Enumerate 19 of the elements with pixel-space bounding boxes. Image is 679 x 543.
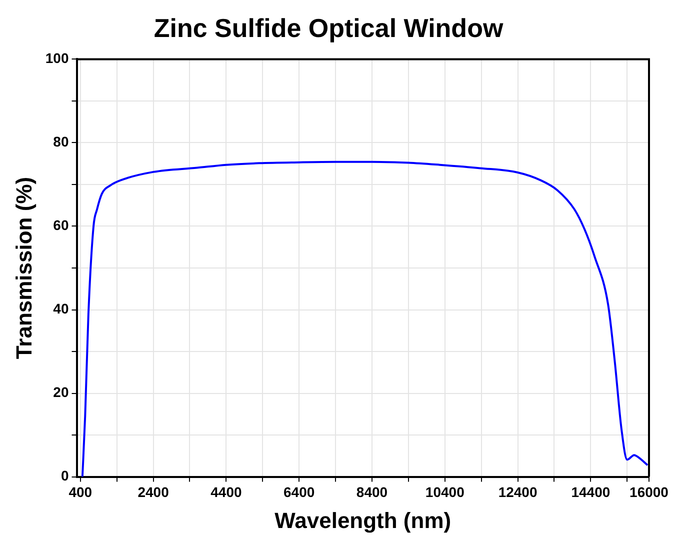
y-tick-label: 0	[60, 468, 69, 484]
y-tick-label: 100	[45, 50, 69, 66]
line-series	[81, 160, 649, 477]
y-tick-label: 40	[53, 300, 69, 317]
y-tick-label: 80	[53, 134, 69, 150]
y-tick-label: 20	[53, 384, 69, 400]
x-tick-label: 6400	[284, 484, 315, 500]
x-tick-label: 16000	[630, 484, 669, 500]
x-tick-label: 4400	[210, 484, 242, 500]
x-tick-label: 12400	[498, 484, 538, 500]
y-axis-title: Transmission (%)	[11, 176, 36, 360]
x-tick-label: 10400	[425, 484, 465, 500]
chart-title: Zinc Sulfide Optical Window	[154, 12, 504, 43]
x-axis-title: Wavelength (nm)	[274, 508, 452, 533]
y-tick-label: 60	[53, 217, 69, 234]
x-tick-label: 8400	[356, 484, 388, 500]
x-tick-label: 14400	[571, 484, 610, 500]
x-tick-label: 400	[68, 484, 92, 500]
x-tick-label: 2400	[138, 484, 170, 500]
